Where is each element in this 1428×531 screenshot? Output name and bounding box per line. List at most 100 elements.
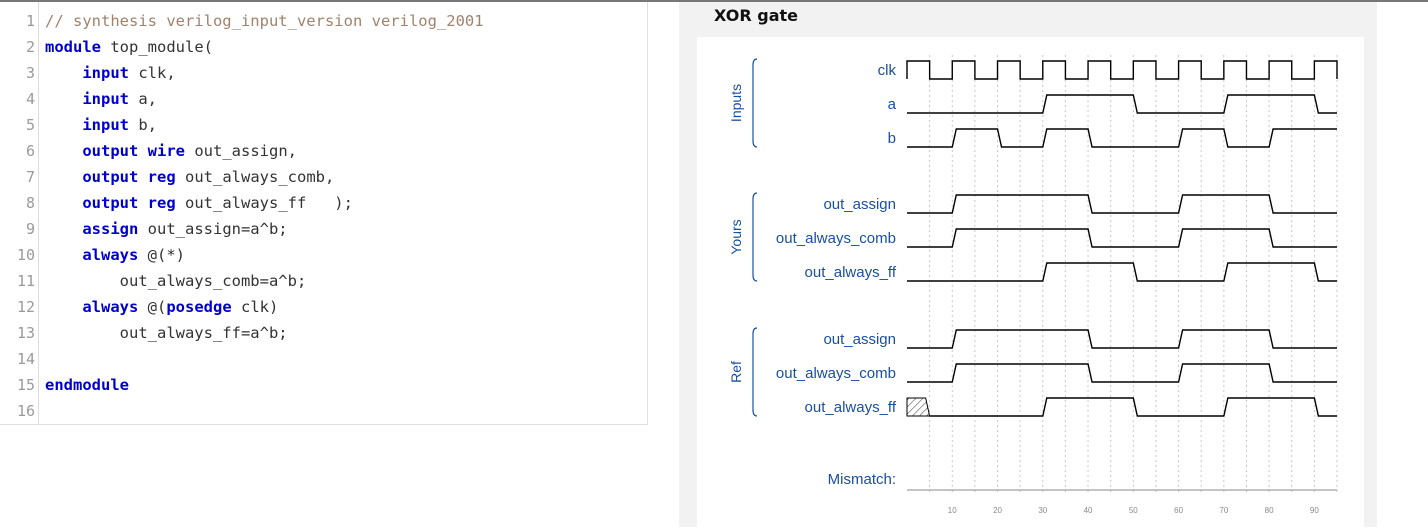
unknown-region: [906, 397, 931, 417]
code-token: a,: [129, 90, 157, 108]
signal-trace: [907, 329, 1337, 349]
keyword-token: endmodule: [45, 376, 129, 394]
code-token: clk): [231, 298, 279, 316]
keyword-token: wire: [147, 142, 185, 160]
code-text[interactable]: input clk,: [45, 60, 176, 86]
code-text[interactable]: // synthesis verilog_input_version veril…: [45, 8, 484, 34]
code-text[interactable]: input a,: [45, 86, 157, 112]
top-border: [0, 0, 1428, 2]
waveform-svg: Inputs Yours Ref clk ab out_assign out_always_…: [728, 55, 1338, 515]
group-bracket: [752, 327, 758, 417]
keyword-token: assign: [82, 220, 139, 238]
code-token: b,: [129, 116, 157, 134]
signal-trace: [907, 194, 1337, 214]
keyword-token: output: [82, 194, 139, 212]
time-tick-label: 50: [1129, 506, 1138, 515]
code-token: [45, 64, 82, 82]
line-number: 2: [25, 38, 35, 56]
code-token: [45, 220, 82, 238]
code-text[interactable]: output reg out_always_comb,: [45, 164, 334, 190]
signal-trace: [907, 128, 1337, 148]
line-number: 14: [16, 350, 35, 368]
mismatch-label: Mismatch:: [828, 471, 896, 488]
code-text[interactable]: always @(*): [45, 242, 185, 268]
keyword-token: input: [82, 116, 129, 134]
keyword-token: posedge: [166, 298, 232, 316]
code-token: [138, 194, 147, 212]
line-number: 8: [25, 194, 35, 212]
code-token: out_always_ff );: [175, 194, 353, 212]
line-number: 9: [25, 220, 35, 238]
waveform-canvas: Inputs Yours Ref clk a b out_assign out_always_…: [697, 37, 1364, 527]
code-token: [45, 90, 82, 108]
line-number: 1: [25, 12, 35, 30]
line-number: 16: [16, 402, 35, 420]
code-token: [45, 194, 82, 212]
code-token: out_always_comb,: [175, 168, 335, 186]
line-number: 13: [16, 324, 35, 342]
code-token: [45, 298, 82, 316]
signal-trace: [907, 228, 1337, 248]
code-text[interactable]: endmodule: [45, 372, 129, 398]
signal-label: clk: [878, 62, 897, 79]
line-number: 15: [16, 376, 35, 394]
keyword-token: reg: [147, 194, 176, 212]
line-number: 7: [25, 168, 35, 186]
time-tick-label: 60: [1174, 506, 1183, 515]
group-label: Inputs: [728, 84, 744, 122]
signal-label: out_always_comb: [776, 365, 896, 382]
time-tick-label: 70: [1219, 506, 1228, 515]
line-number: 11: [16, 272, 35, 290]
keyword-token: always: [82, 246, 139, 264]
signal-label: out_assign: [823, 331, 896, 348]
signal-label: a: [888, 96, 897, 113]
code-token: [138, 142, 147, 160]
code-token: [138, 168, 147, 186]
code-text[interactable]: assign out_assign=a^b;: [45, 216, 287, 242]
signal-label: out_assign: [823, 196, 896, 213]
signal-label: out_always_ff: [805, 399, 897, 416]
code-text[interactable]: output reg out_always_ff );: [45, 190, 353, 216]
signal-trace: [929, 397, 1337, 417]
keyword-token: module: [45, 38, 101, 56]
clk-trace: [906, 60, 1338, 80]
group-label: Ref: [728, 361, 744, 383]
code-token: out_always_comb=a^b;: [45, 272, 307, 290]
code-text[interactable]: always @(posedge clk): [45, 294, 278, 320]
code-token: [45, 116, 82, 134]
time-tick-label: 10: [948, 506, 957, 515]
code-token: [45, 142, 82, 160]
group-label: Yours: [728, 219, 744, 254]
code-text[interactable]: output wire out_assign,: [45, 138, 297, 164]
signal-trace: [907, 94, 1337, 114]
keyword-token: output: [82, 142, 139, 160]
line-number-gutter: [0, 2, 39, 424]
code-token: clk,: [129, 64, 176, 82]
line-number: 3: [25, 64, 35, 82]
line-number: 6: [25, 142, 35, 160]
code-token: @(: [138, 298, 167, 316]
code-text[interactable]: module top_module(: [45, 34, 213, 60]
code-text[interactable]: input b,: [45, 112, 157, 138]
time-tick-label: 80: [1265, 506, 1274, 515]
signal-label: out_always_ff: [805, 264, 897, 281]
group-bracket: [752, 58, 758, 148]
keyword-token: input: [82, 64, 129, 82]
comment-token: // synthesis verilog_input_version veril…: [45, 12, 484, 30]
group-bracket: [752, 192, 758, 282]
line-number: 10: [16, 246, 35, 264]
code-token: [45, 168, 82, 186]
waveform-title: XOR gate: [714, 6, 799, 25]
code-token: top_module(: [101, 38, 213, 56]
code-text[interactable]: out_always_comb=a^b;: [45, 268, 307, 294]
line-number: 12: [16, 298, 35, 316]
line-number: 4: [25, 90, 35, 108]
code-editor[interactable]: 1 // synthesis verilog_input_version veri…: [0, 2, 648, 425]
signal-trace: [907, 363, 1337, 383]
time-tick-label: 40: [1084, 506, 1093, 515]
signal-label: b: [888, 130, 896, 147]
code-text[interactable]: out_always_ff=a^b;: [45, 320, 288, 346]
line-number: 5: [25, 116, 35, 134]
signal-label: out_always_comb: [776, 230, 896, 247]
code-token: @(*): [138, 246, 185, 264]
